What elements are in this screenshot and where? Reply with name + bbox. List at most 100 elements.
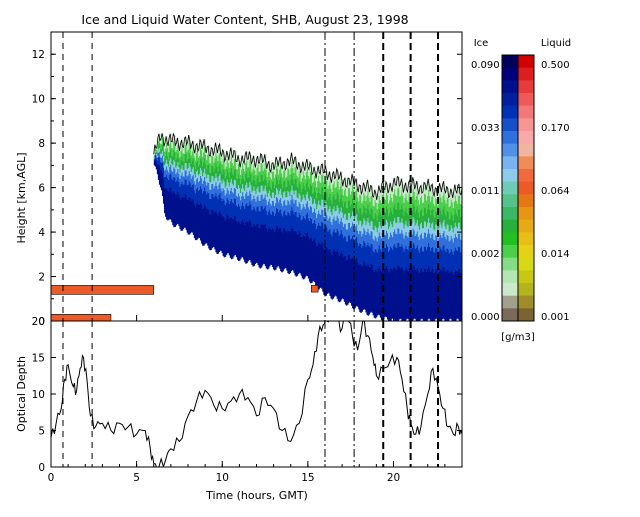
cloud-column bbox=[199, 176, 202, 187]
cloud-column bbox=[451, 272, 454, 321]
cloud-column bbox=[174, 192, 176, 227]
cloud-column bbox=[266, 205, 269, 216]
cloud-column bbox=[244, 199, 246, 209]
cloud-column bbox=[359, 263, 361, 313]
cloud-column bbox=[239, 178, 241, 189]
cloud-column bbox=[295, 166, 298, 179]
colorbar-ice-tick: 0.000 bbox=[471, 312, 500, 323]
colorbar-cell bbox=[518, 257, 534, 271]
cloud-column bbox=[383, 224, 386, 235]
cloud-column bbox=[223, 189, 226, 201]
cloud-column bbox=[205, 191, 207, 207]
cloud-column bbox=[418, 229, 421, 241]
cloud-column bbox=[195, 145, 198, 153]
cloud-column bbox=[458, 247, 461, 270]
cloud-column bbox=[397, 266, 399, 321]
cloud-column bbox=[269, 177, 272, 187]
cloud-column bbox=[163, 137, 165, 143]
cloud-column bbox=[276, 165, 278, 177]
cloud-column bbox=[254, 180, 257, 191]
cloud-column bbox=[182, 161, 185, 170]
cloud-column bbox=[456, 238, 459, 251]
cloud-column bbox=[319, 213, 321, 226]
cloud-column bbox=[433, 272, 435, 321]
colorbar-cell bbox=[502, 131, 518, 145]
cloud-column bbox=[209, 214, 211, 251]
cloud-column bbox=[293, 172, 296, 184]
cloud-column bbox=[443, 219, 446, 231]
cloud-column bbox=[175, 182, 177, 195]
cloud-column bbox=[319, 204, 321, 214]
cloud-column bbox=[348, 188, 351, 201]
cloud-column bbox=[425, 232, 427, 247]
cloud-column bbox=[190, 200, 193, 232]
cloud-column bbox=[365, 191, 368, 202]
cloud-column bbox=[457, 196, 460, 210]
cloud-column bbox=[360, 208, 362, 222]
cloud-column bbox=[248, 187, 250, 196]
cloud-column bbox=[193, 165, 196, 175]
cloud-column bbox=[178, 167, 181, 174]
cloud-column bbox=[414, 225, 417, 236]
cloud-column bbox=[322, 174, 324, 188]
cloud-column bbox=[332, 174, 335, 185]
cloud-column bbox=[160, 153, 163, 158]
cloud-column bbox=[263, 178, 266, 190]
cloud-column bbox=[201, 205, 203, 244]
cloud-column bbox=[204, 168, 206, 177]
cloud-column bbox=[455, 190, 458, 201]
cloud-column bbox=[251, 182, 253, 193]
cloud-column bbox=[166, 187, 168, 220]
cloud-column bbox=[302, 194, 305, 205]
cloud-column bbox=[160, 162, 163, 172]
cloud-column bbox=[350, 194, 352, 207]
cloud-column bbox=[203, 190, 205, 208]
cloud-column bbox=[243, 206, 245, 223]
cloud-column bbox=[285, 230, 287, 269]
cloud-column bbox=[175, 167, 177, 175]
cloud-column bbox=[154, 152, 157, 155]
cloud-column bbox=[375, 250, 378, 271]
cloud-column bbox=[196, 187, 199, 203]
cloud-column bbox=[316, 246, 318, 289]
cloud-column bbox=[240, 223, 242, 259]
cloud-column bbox=[169, 152, 171, 161]
cloud-column bbox=[307, 218, 310, 237]
cloud-column bbox=[324, 194, 326, 207]
cloud-column bbox=[249, 181, 251, 191]
cloud-column bbox=[408, 182, 411, 194]
cloud-column bbox=[198, 189, 201, 205]
cloud-column bbox=[277, 168, 279, 180]
cloud-column bbox=[447, 198, 450, 212]
cloud-column bbox=[336, 179, 339, 193]
cloud-column bbox=[190, 186, 193, 201]
cloud-column bbox=[351, 238, 353, 259]
cloud-column bbox=[371, 208, 374, 222]
cloud-column bbox=[207, 174, 209, 183]
cloud-column bbox=[210, 172, 212, 183]
cloud-column bbox=[217, 181, 220, 190]
cloud-column bbox=[229, 161, 232, 172]
cloud-column bbox=[301, 208, 304, 220]
cloud-column bbox=[374, 225, 377, 237]
cloud-column bbox=[285, 187, 287, 198]
cloud-column bbox=[183, 161, 186, 170]
cloud-column bbox=[261, 194, 264, 206]
cloud-column bbox=[325, 176, 327, 190]
cloud-column bbox=[452, 254, 455, 275]
cloud-column bbox=[195, 171, 198, 180]
cloud-column bbox=[307, 236, 310, 279]
cloud-column bbox=[240, 200, 242, 210]
cloud-column bbox=[233, 198, 236, 216]
cloud-column bbox=[408, 221, 411, 233]
cloud-column bbox=[265, 169, 268, 181]
cloud-column bbox=[314, 208, 316, 220]
cloud-column bbox=[277, 179, 279, 190]
cloud-column bbox=[251, 192, 253, 201]
cloud-column bbox=[259, 171, 262, 182]
cloud-column bbox=[334, 232, 337, 252]
liquid-layer bbox=[310, 285, 319, 293]
cloud-column bbox=[191, 199, 194, 233]
cloud-column bbox=[153, 154, 156, 156]
